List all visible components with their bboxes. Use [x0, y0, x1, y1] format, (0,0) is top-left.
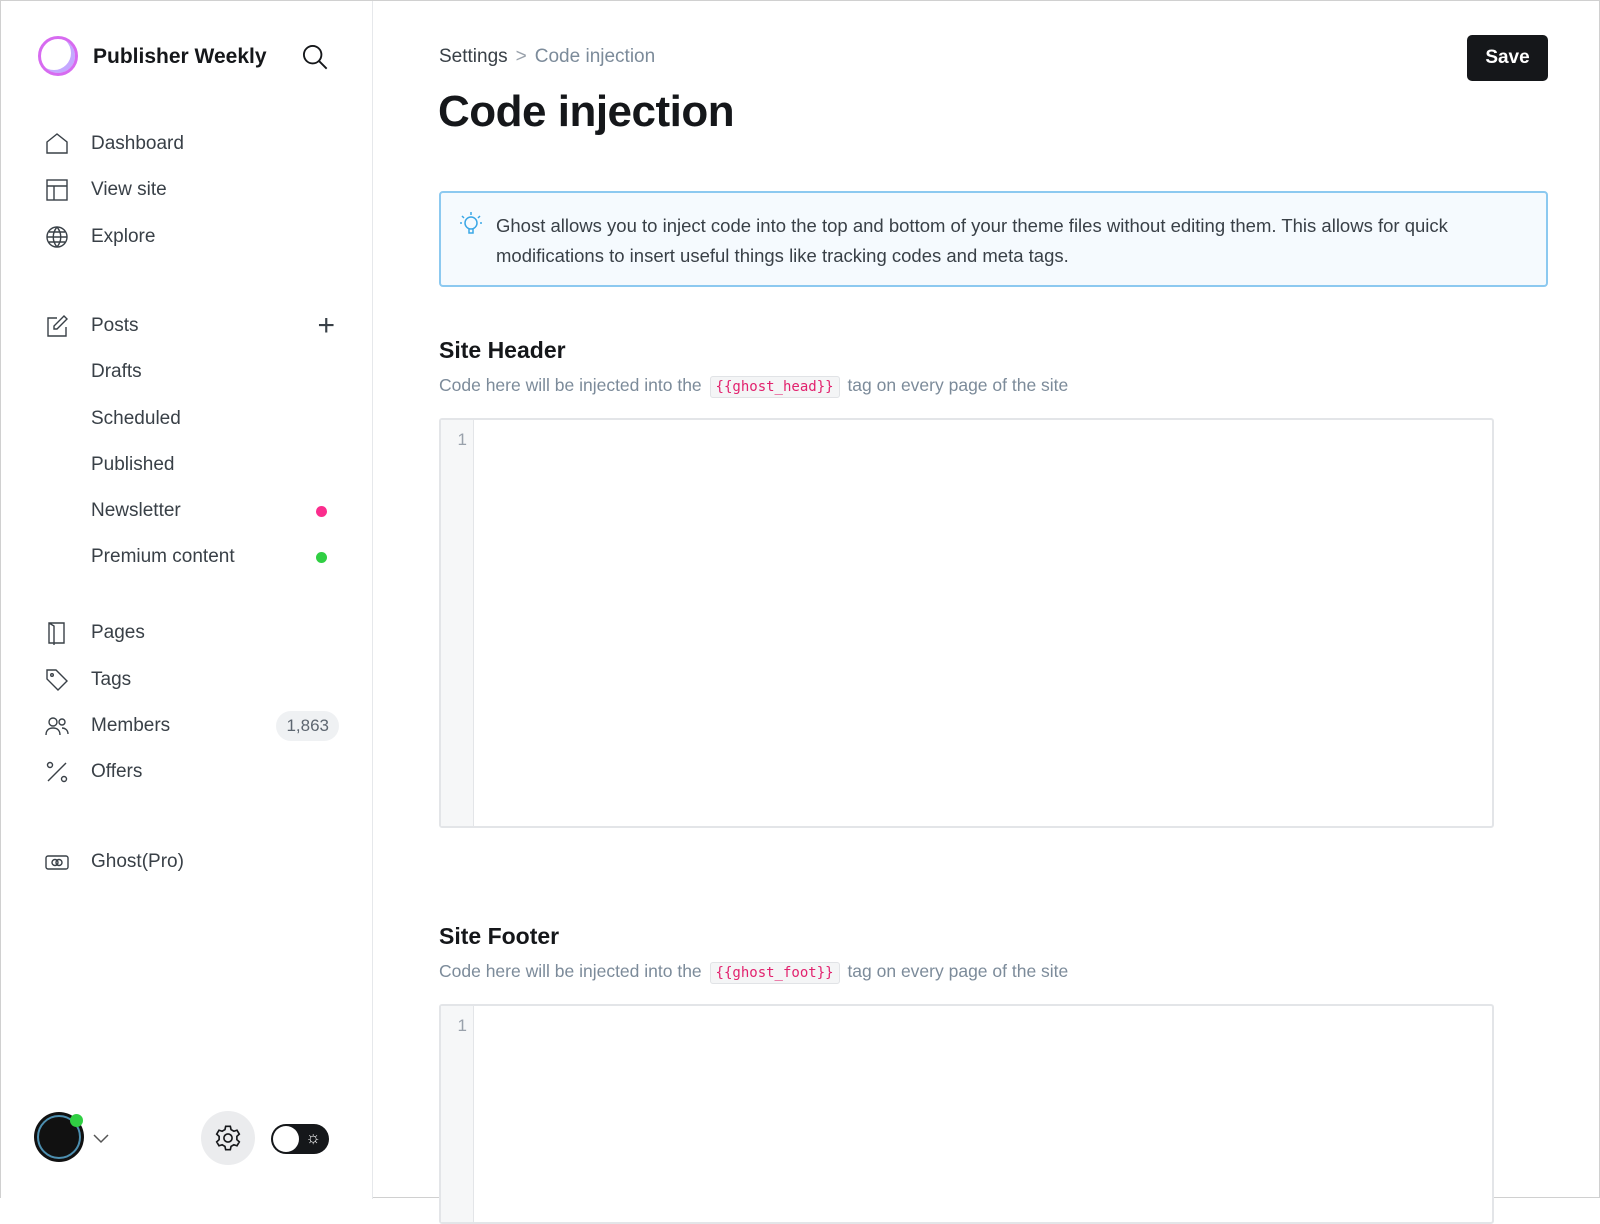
breadcrumb-current: Code injection: [534, 46, 656, 67]
search-icon[interactable]: [301, 43, 329, 71]
globe-icon: [46, 226, 68, 248]
site-footer-desc: Code here will be injected into the {{gh…: [439, 961, 1068, 984]
site-footer-title: Site Footer: [439, 923, 560, 949]
sidebar-item-members[interactable]: Members 1,863: [45, 711, 339, 741]
site-header-title: Site Header: [439, 337, 566, 363]
line-gutter: 1: [441, 1006, 474, 1222]
site-header-desc: Code here will be injected into the {{gh…: [439, 375, 1068, 398]
lightbulb-icon: [460, 212, 482, 234]
site-title[interactable]: Publisher Weekly: [93, 45, 267, 68]
theme-toggle[interactable]: ☼: [271, 1124, 329, 1154]
sidebar-item-drafts[interactable]: Drafts: [91, 361, 142, 382]
edit-icon: [47, 315, 68, 337]
new-post-button[interactable]: +: [317, 309, 335, 342]
sidebar-item-ghost-pro[interactable]: Ghost(Pro): [45, 847, 335, 877]
breadcrumb-separator: >: [515, 46, 527, 67]
newsletter-dot: [316, 505, 327, 517]
members-icon: [45, 717, 69, 736]
breadcrumb-settings-link[interactable]: Settings: [439, 46, 508, 67]
breadcrumb: Settings > Code injection: [439, 46, 655, 68]
site-header-code-editor[interactable]: 1: [439, 418, 1494, 828]
site-footer-code-editor[interactable]: 1: [439, 1004, 1494, 1224]
sidebar: Publisher Weekly Dashboard View site Exp…: [1, 1, 373, 1199]
sidebar-item-posts[interactable]: Posts +: [45, 309, 335, 342]
sidebar-item-premium-content[interactable]: Premium content: [45, 542, 335, 572]
tag-icon: [46, 669, 68, 691]
info-banner: Ghost allows you to inject code into the…: [439, 191, 1548, 287]
site-logo[interactable]: [38, 36, 78, 76]
ghost-head-code: {{ghost_head}}: [709, 376, 840, 398]
ghost-pro-icon: [45, 855, 69, 870]
premium-dot: [316, 551, 327, 563]
sidebar-item-newsletter[interactable]: Newsletter: [45, 496, 335, 526]
sidebar-item-view-site[interactable]: View site: [45, 175, 335, 205]
settings-button[interactable]: [201, 1111, 255, 1165]
page-icon: [48, 622, 65, 645]
ghost-foot-code: {{ghost_foot}}: [709, 962, 840, 984]
gear-icon: [215, 1125, 241, 1151]
layout-icon: [46, 179, 68, 201]
info-text: Ghost allows you to inject code into the…: [496, 215, 1448, 266]
members-count-badge: 1,863: [276, 711, 339, 741]
sidebar-item-published[interactable]: Published: [91, 454, 175, 475]
sidebar-item-pages[interactable]: Pages: [45, 618, 335, 648]
sidebar-item-dashboard[interactable]: Dashboard: [45, 129, 335, 159]
sidebar-item-tags[interactable]: Tags: [45, 665, 335, 695]
online-status-dot: [70, 1114, 83, 1127]
line-gutter: 1: [441, 420, 474, 826]
save-button[interactable]: Save: [1467, 35, 1548, 81]
sidebar-item-explore[interactable]: Explore: [45, 222, 335, 252]
sun-icon: ☼: [305, 1128, 321, 1147]
chevron-down-icon[interactable]: [93, 1134, 109, 1144]
page-title: Code injection: [438, 87, 735, 136]
home-icon: [46, 133, 68, 154]
sidebar-item-offers[interactable]: Offers: [45, 757, 335, 787]
percent-icon: [46, 761, 68, 783]
sidebar-item-scheduled[interactable]: Scheduled: [91, 408, 181, 429]
